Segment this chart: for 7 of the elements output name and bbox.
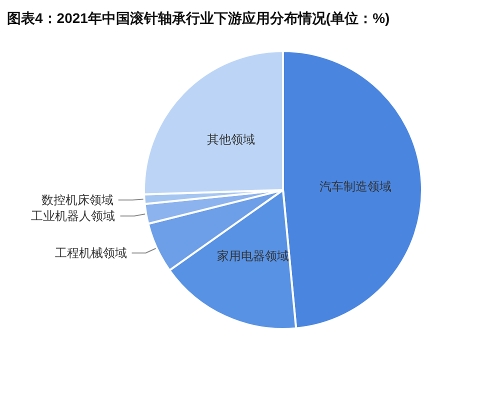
slice-label: 家用电器领域 [216, 248, 289, 263]
slice-label: 其他领域 [206, 132, 255, 147]
slice-label: 汽车制造领域 [319, 180, 392, 194]
slice-label: 数控机床领域 [41, 192, 114, 207]
slice-label: 工业机器人领域 [31, 208, 116, 223]
chart-title: 图表4：2021年中国滚针轴承行业下游应用分布情况(单位：%) [7, 10, 390, 26]
slice-label: 工程机械领域 [54, 246, 127, 260]
